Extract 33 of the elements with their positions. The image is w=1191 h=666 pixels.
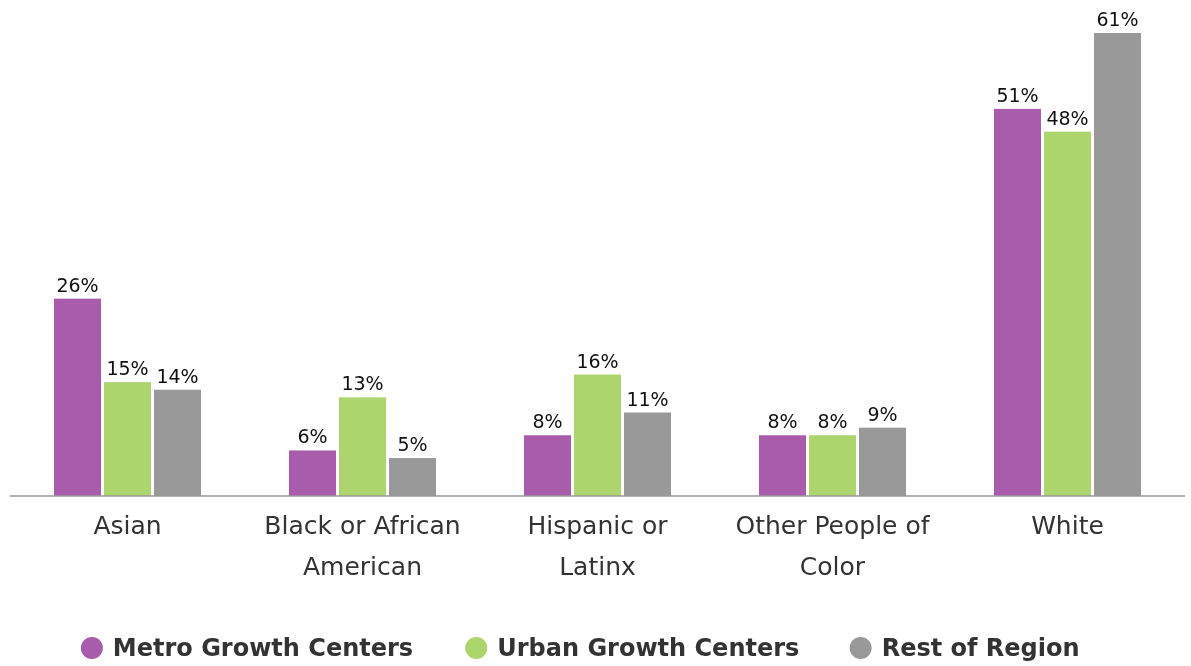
data-label: 8% [532,410,563,433]
data-label: 8% [767,410,798,433]
bar [1044,131,1091,496]
x-tick-label: Asian [93,511,162,540]
bar [104,382,151,496]
bar [524,435,571,496]
bar [54,298,101,496]
data-label: 48% [1046,106,1089,129]
x-tick-label: Hispanic or Latinx [527,511,669,581]
data-label: 11% [626,387,669,410]
legend-label: Rest of Region [881,634,1080,662]
bar [289,450,336,496]
data-label: 16% [576,349,619,372]
x-tick-label: White [1031,511,1104,540]
data-label: 13% [341,372,384,395]
data-label: 9% [867,402,898,425]
bar [759,435,806,496]
data-label: 6% [297,425,328,448]
legend-label: Metro Growth Centers [112,634,414,662]
x-tick-label: Black or African American [264,511,461,581]
bar [994,108,1041,496]
data-label: 51% [996,83,1039,106]
bar [809,435,856,496]
legend-label: Urban Growth Centers [497,634,800,662]
data-label: 26% [56,273,99,296]
x-tick-label: Other People of Color [735,511,931,581]
bar [339,397,386,496]
data-label: 5% [397,433,428,456]
data-label: 14% [156,364,199,387]
data-label: 61% [1096,8,1139,30]
data-label: 8% [817,410,848,433]
data-label: 15% [106,357,149,380]
bar [574,374,621,496]
